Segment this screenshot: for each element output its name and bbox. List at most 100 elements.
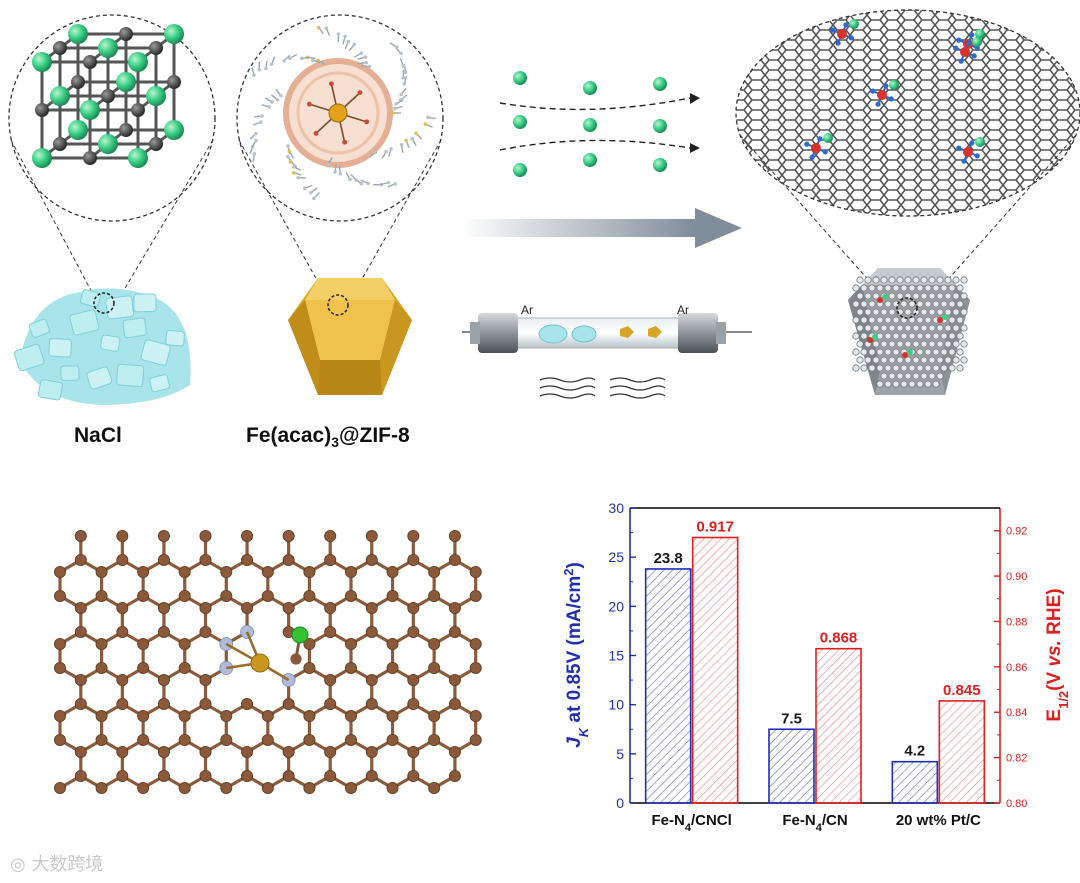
bar-e-half xyxy=(691,536,739,804)
x-category-label: Fe-N4/CNCl xyxy=(652,812,732,834)
y-right-tick-label: 0.88 xyxy=(1006,616,1027,628)
c-atom xyxy=(157,697,170,710)
c-atom xyxy=(74,745,87,758)
c-atom xyxy=(199,697,212,710)
c-atom xyxy=(137,566,150,579)
c-atom xyxy=(344,781,357,794)
watermark-logo-icon: ◎ xyxy=(10,854,32,875)
c-atom xyxy=(241,602,254,615)
c-atom xyxy=(469,709,482,722)
c-atom xyxy=(282,530,295,542)
c-atom xyxy=(116,602,129,615)
bar-value-label: 4.2 xyxy=(904,743,925,760)
c-atom xyxy=(220,733,233,746)
cl-atom xyxy=(972,37,982,47)
y-left-tick-label: 25 xyxy=(608,549,624,565)
bar-value-label: 0.845 xyxy=(943,682,981,699)
c-atom xyxy=(53,781,66,794)
y-right-tick-label: 0.82 xyxy=(1006,753,1027,765)
cl-ion xyxy=(128,52,148,72)
c-atom xyxy=(448,673,461,686)
c-atom xyxy=(157,626,170,639)
cl-ion xyxy=(164,120,184,140)
bar-value-label: 7.5 xyxy=(781,710,802,727)
cl-ion xyxy=(32,52,52,72)
y-left-label-sup: 2 xyxy=(561,569,576,576)
cl-ion xyxy=(583,153,597,167)
c-atom xyxy=(199,673,212,686)
na-ion xyxy=(149,41,163,55)
c-atom xyxy=(178,566,191,579)
nacl-crystal xyxy=(86,366,113,390)
c-atom xyxy=(469,638,482,651)
synthesis-schematic: Ar Ar xyxy=(8,9,1080,405)
c-atom xyxy=(53,638,66,651)
c-atom xyxy=(282,553,295,566)
cl-ion xyxy=(513,71,527,85)
bar-jk xyxy=(891,760,939,804)
c-atom xyxy=(303,733,316,746)
y-right-label-e: E xyxy=(1044,709,1065,722)
nacl-crystal xyxy=(100,334,121,352)
c-atom xyxy=(344,733,357,746)
c-atom xyxy=(324,553,337,566)
c-atom xyxy=(282,769,295,782)
c-atom xyxy=(365,553,378,566)
bar-jk xyxy=(768,728,815,804)
c-atom xyxy=(261,566,274,579)
c-atom xyxy=(95,661,108,674)
y-left-label-j: J xyxy=(564,737,585,748)
nacl-crystal xyxy=(37,379,63,401)
bar-chart: 23.8 0.917 Fe-N4/CNCl 7.5 0.868 Fe-N4/CN 4.2 0.… xyxy=(561,500,1071,834)
nacl-crystal xyxy=(69,309,100,336)
c-atom xyxy=(157,745,170,758)
c-atom xyxy=(178,590,191,603)
c-atom xyxy=(448,530,461,542)
c-atom xyxy=(303,638,316,651)
c-atom xyxy=(344,566,357,579)
c-atom xyxy=(261,709,274,722)
cl-atom xyxy=(823,133,833,143)
c-atom xyxy=(220,590,233,603)
y-left-tick-label: 15 xyxy=(608,648,624,664)
c-atom xyxy=(53,709,66,722)
y-right-tick-label: 0.92 xyxy=(1006,526,1027,538)
c-atom xyxy=(74,530,87,542)
c-atom xyxy=(137,781,150,794)
cl-ion xyxy=(164,24,184,44)
bar-e-half xyxy=(815,647,862,804)
c-atom xyxy=(324,530,337,542)
c-atom xyxy=(74,602,87,615)
nacl-crystal xyxy=(140,339,171,366)
cl-ion xyxy=(68,120,88,140)
bar-jk xyxy=(644,568,692,804)
c-atom xyxy=(137,590,150,603)
c-atom xyxy=(303,566,316,579)
y-left-tick-label: 5 xyxy=(616,746,624,762)
cl-ion xyxy=(513,115,527,129)
ion-flow-illustration xyxy=(499,71,700,177)
c-atom xyxy=(199,769,212,782)
c-atom xyxy=(137,733,150,746)
y-right-label-main: (V xyxy=(1044,667,1065,691)
c-atom xyxy=(324,745,337,758)
c-atom xyxy=(241,530,254,542)
c-atom xyxy=(95,781,108,794)
y-left-label-end: ) xyxy=(564,562,585,568)
cl-ion xyxy=(653,158,667,172)
c-atom xyxy=(407,553,420,566)
c-atom xyxy=(199,602,212,615)
c-atom xyxy=(178,781,191,794)
c-atom xyxy=(74,626,87,639)
c-atom xyxy=(95,566,108,579)
c-atom xyxy=(157,769,170,782)
nacl-crystal xyxy=(80,289,101,308)
c-atom xyxy=(178,661,191,674)
c-atom xyxy=(448,745,461,758)
c-atom xyxy=(386,781,399,794)
cl-ion xyxy=(583,118,597,132)
c-atom xyxy=(344,709,357,722)
c-atom xyxy=(324,697,337,710)
c-atom xyxy=(137,661,150,674)
bar-value-label: 0.917 xyxy=(696,519,734,536)
